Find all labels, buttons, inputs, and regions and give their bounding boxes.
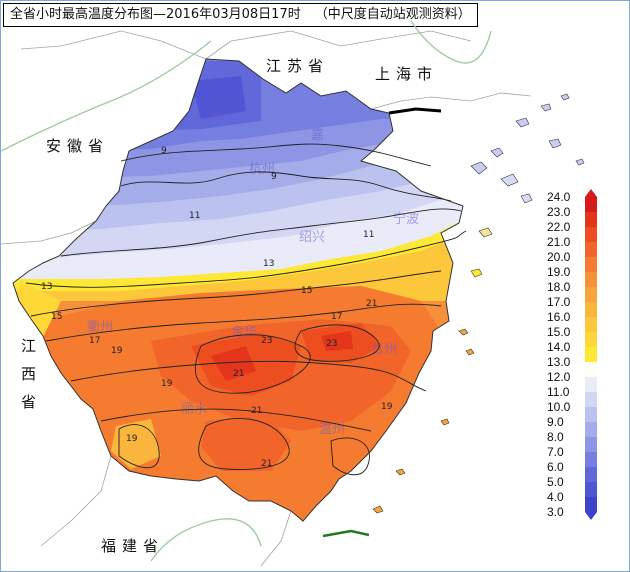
legend-bar bbox=[585, 197, 597, 512]
legend-swatch bbox=[585, 452, 597, 467]
legend-swatch bbox=[585, 392, 597, 407]
legend-tick-label: 19.0 bbox=[547, 265, 571, 279]
city-label: 衢州 bbox=[87, 320, 113, 335]
legend-tick-label: 22.0 bbox=[547, 220, 571, 234]
legend-tick-label: 14.0 bbox=[547, 340, 571, 354]
legend-tick-label: 4.0 bbox=[547, 490, 564, 504]
neighbor-boundaries bbox=[1, 30, 532, 567]
label-shanghai: 上海市 bbox=[375, 65, 438, 83]
contour-label: 21 bbox=[233, 369, 244, 379]
contour-label: 23 bbox=[261, 336, 272, 346]
legend-tick-label: 16.0 bbox=[547, 310, 571, 324]
city-labels: 湖州 嘉 杭州 宁波 绍兴 衢州 金华 台州 丽水 温州 bbox=[87, 108, 419, 437]
islands bbox=[372, 93, 585, 514]
contour-label: 19 bbox=[381, 402, 393, 412]
legend-swatch bbox=[585, 242, 597, 257]
label-jiangxi-3: 省 bbox=[21, 393, 42, 411]
city-label: 湖州 bbox=[208, 108, 234, 123]
legend-swatch bbox=[585, 407, 597, 422]
legend-tick-label: 9.0 bbox=[547, 415, 564, 429]
contour-label: 21 bbox=[251, 406, 262, 416]
legend-tick-label: 18.0 bbox=[547, 280, 571, 294]
contour-label: 9 bbox=[271, 172, 277, 182]
legend-swatch bbox=[585, 437, 597, 452]
legend-swatch bbox=[585, 362, 597, 377]
legend-swatch bbox=[585, 257, 597, 272]
legend-tick-label: 17.0 bbox=[547, 295, 571, 309]
legend-tick-label: 24.0 bbox=[547, 190, 571, 204]
label-anhui: 安徽省 bbox=[46, 137, 109, 155]
label-jiangxi-2: 西 bbox=[21, 365, 42, 383]
legend-tick-label: 15.0 bbox=[547, 325, 571, 339]
rivers bbox=[1, 20, 492, 562]
city-label: 温州 bbox=[319, 422, 345, 437]
color-legend: 24.023.022.021.020.019.018.017.016.015.0… bbox=[547, 189, 597, 520]
legend-tick-label: 8.0 bbox=[547, 430, 564, 444]
legend-tick-label: 7.0 bbox=[547, 445, 564, 459]
label-jiangxi-1: 江 bbox=[21, 337, 42, 355]
title-main: 全省小时最高温度分布图—2016年03月08日17时 bbox=[10, 7, 301, 22]
label-jiangsu: 江苏省 bbox=[266, 57, 329, 75]
city-label: 嘉 bbox=[311, 128, 324, 143]
contour-label: 19 bbox=[126, 434, 138, 444]
contour-label: 19 bbox=[161, 379, 173, 389]
city-label: 杭州 bbox=[249, 162, 275, 177]
legend-tick-label: 23.0 bbox=[547, 205, 571, 219]
legend-swatch bbox=[585, 347, 597, 362]
isotherms bbox=[25, 143, 467, 476]
legend-swatch bbox=[585, 212, 597, 227]
contour-label: 21 bbox=[366, 299, 377, 309]
coast-line bbox=[388, 107, 442, 115]
legend-arrow-bottom bbox=[585, 512, 597, 520]
legend-tick-label: 12.0 bbox=[547, 370, 571, 384]
contour-label: 9 bbox=[161, 146, 167, 156]
legend-swatch bbox=[585, 272, 597, 287]
legend-ticks: 24.023.022.021.020.019.018.017.016.015.0… bbox=[547, 190, 571, 519]
legend-tick-label: 13.0 bbox=[547, 355, 571, 369]
legend-tick-label: 3.0 bbox=[547, 505, 564, 519]
legend-tick-label: 21.0 bbox=[547, 235, 571, 249]
contour-label: 13 bbox=[263, 259, 274, 269]
contour-label: 15 bbox=[301, 286, 312, 296]
label-fujian: 福建省 bbox=[101, 537, 164, 555]
contour-label: 21 bbox=[261, 459, 272, 469]
legend-swatch bbox=[585, 482, 597, 497]
legend-tick-label: 6.0 bbox=[547, 460, 564, 474]
title-source: （中尺度自动站观测资料） bbox=[314, 7, 471, 22]
legend-tick-label: 10.0 bbox=[547, 400, 571, 414]
legend-swatch bbox=[585, 422, 597, 437]
city-label: 台州 bbox=[371, 342, 397, 357]
contour-label: 11 bbox=[189, 211, 200, 221]
legend-swatch bbox=[585, 467, 597, 482]
zhejiang-outline bbox=[12, 58, 464, 522]
city-label: 绍兴 bbox=[299, 230, 325, 245]
legend-tick-label: 5.0 bbox=[547, 475, 564, 489]
contour-label: 19 bbox=[111, 346, 123, 356]
contour-label: 11 bbox=[363, 230, 374, 240]
legend-swatch bbox=[585, 377, 597, 392]
legend-tick-label: 20.0 bbox=[547, 250, 571, 264]
legend-swatch bbox=[585, 332, 597, 347]
contour-label: 23 bbox=[326, 339, 337, 349]
map-title: 全省小时最高温度分布图—2016年03月08日17时 （中尺度自动站观测资料） bbox=[3, 3, 478, 27]
legend-swatch bbox=[585, 317, 597, 332]
contour-label: 17 bbox=[331, 312, 342, 322]
legend-swatch bbox=[585, 287, 597, 302]
contour-label: 17 bbox=[89, 336, 100, 346]
legend-swatch bbox=[585, 197, 597, 212]
legend-swatch bbox=[585, 302, 597, 317]
contour-label: 13 bbox=[41, 282, 52, 292]
city-label: 金华 bbox=[231, 324, 257, 340]
legend-arrow-top bbox=[585, 189, 597, 197]
contour-labels: 9 9 11 11 13 13 15 15 17 17 19 19 19 19 … bbox=[41, 146, 393, 469]
legend-tick-label: 11.0 bbox=[547, 385, 570, 399]
neighbor-labels: 江苏省 上海市 安徽省 江 西 省 福建省 bbox=[21, 57, 438, 555]
coast-strip bbox=[322, 529, 370, 538]
legend-swatch bbox=[585, 497, 597, 512]
legend-swatch bbox=[585, 227, 597, 242]
contour-label: 15 bbox=[51, 312, 62, 322]
